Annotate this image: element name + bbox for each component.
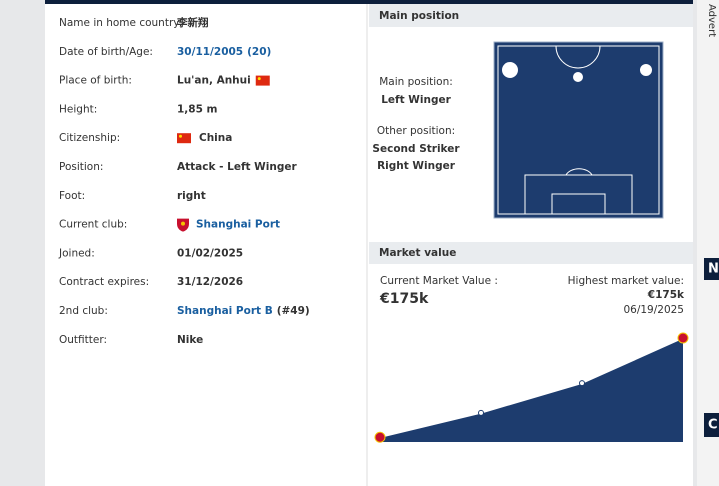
field-label: Position:: [59, 161, 103, 173]
side-box-text: N: [708, 262, 719, 277]
advert: Advert: [706, 4, 717, 37]
side-box: [704, 258, 719, 280]
field-value: Nike: [177, 334, 203, 346]
field-label: Outfitter:: [59, 334, 107, 346]
crest-dot: [181, 221, 185, 226]
section-title: Main position: [379, 10, 459, 22]
flag: [177, 133, 191, 144]
current-label: Current Market Value :: [380, 275, 498, 287]
field-label: Height:: [59, 103, 97, 115]
field-label: Current club:: [59, 219, 127, 231]
highest-value: €175k: [647, 289, 685, 301]
other-position-label: Other position:: [377, 125, 455, 137]
highest-label: Highest market value:: [568, 275, 684, 287]
sidebar: [697, 0, 719, 486]
field-extra: (20): [247, 46, 271, 58]
field-value: Shanghai Port B: [177, 305, 273, 317]
section-title: Market value: [379, 247, 456, 259]
field-value: Attack - Left Winger: [177, 161, 297, 173]
market-value-point: [677, 332, 689, 344]
flag-star: [179, 134, 182, 138]
field-label: Place of birth:: [59, 75, 132, 87]
field-label: Date of birth/Age:: [59, 46, 153, 58]
section-header: [369, 4, 693, 27]
field-value: 31/12/2026: [177, 276, 243, 288]
top-bar: [45, 0, 693, 4]
field-value: 1,85 m: [177, 103, 218, 115]
field-label: Foot:: [59, 190, 85, 202]
field-value: Lu'an, Anhui: [177, 75, 251, 87]
field-value: 01/02/2025: [177, 247, 243, 259]
field-label: Contract expires:: [59, 276, 149, 288]
field-label: Citizenship:: [59, 132, 120, 144]
field-value: 30/11/2005: [177, 46, 243, 58]
field-label: 2nd club:: [59, 305, 108, 317]
flag: [255, 75, 270, 86]
pitch: [493, 41, 664, 219]
main-position-label: Main position:: [379, 76, 453, 88]
market-value-line: [379, 337, 684, 438]
field-label: Joined:: [58, 247, 95, 259]
main-position: Left Winger: [381, 94, 451, 106]
section-header: [369, 242, 693, 264]
side-box: [704, 413, 719, 437]
market-value-point: [374, 431, 386, 443]
field-value: Shanghai Port: [196, 219, 280, 231]
field-value: right: [177, 190, 206, 202]
market-value-point: [478, 409, 484, 416]
market-value-point: [579, 380, 585, 387]
other-position: Second Striker: [372, 143, 460, 155]
current-value: €175k: [379, 291, 429, 307]
highest-date: 06/19/2025: [623, 304, 684, 316]
field-label: Name in home country:: [59, 17, 182, 29]
flag-star: [257, 77, 261, 81]
field-extra: (#49): [277, 305, 310, 317]
field-value: 李新翔: [176, 16, 209, 29]
other-position: Right Winger: [377, 160, 456, 172]
market-value-area: [380, 338, 683, 442]
side-box-text: C: [708, 418, 718, 433]
field-value: China: [199, 132, 232, 144]
